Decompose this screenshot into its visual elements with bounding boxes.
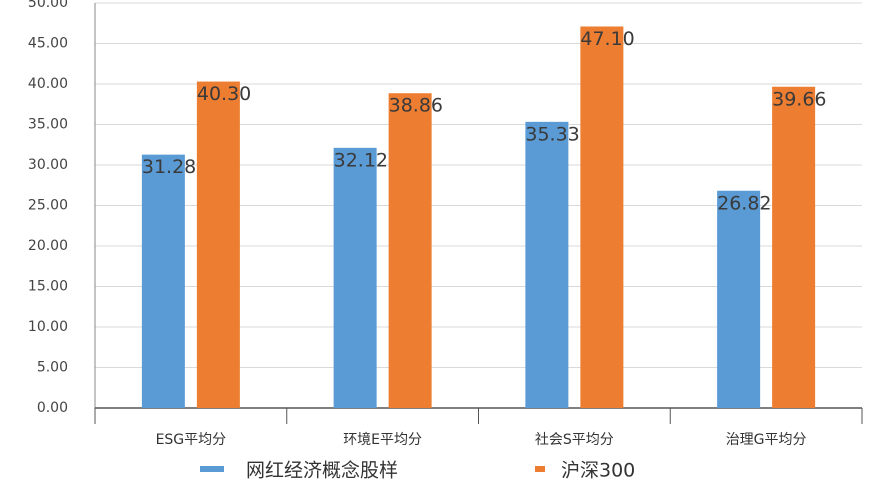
data-label: 38.86 bbox=[389, 95, 443, 117]
legend-label: 沪深300 bbox=[561, 460, 635, 482]
data-label: 31.28 bbox=[142, 156, 196, 178]
y-tick-label: 40.00 bbox=[28, 76, 68, 92]
data-label: 47.10 bbox=[580, 28, 634, 50]
y-tick-label: 15.00 bbox=[28, 279, 68, 295]
y-tick-label: 10.00 bbox=[28, 319, 68, 335]
data-label: 40.30 bbox=[197, 83, 251, 105]
data-label: 26.82 bbox=[717, 192, 771, 214]
bar bbox=[717, 190, 761, 408]
x-tick-label: 治理G平均分 bbox=[726, 432, 807, 448]
x-tick-label: 社会S平均分 bbox=[535, 432, 614, 448]
bar bbox=[525, 121, 569, 409]
legend-swatch bbox=[535, 466, 545, 472]
x-tick-label: ESG平均分 bbox=[156, 432, 227, 448]
y-tick-label: 5.00 bbox=[37, 360, 68, 376]
y-tick-label: 35.00 bbox=[28, 117, 68, 133]
legend-swatch bbox=[200, 466, 224, 472]
y-tick-label: 45.00 bbox=[28, 36, 68, 52]
y-tick-label: 0.00 bbox=[37, 400, 68, 416]
y-tick-label: 50.00 bbox=[28, 0, 68, 11]
data-label: 35.33 bbox=[525, 123, 579, 145]
y-tick-label: 20.00 bbox=[28, 238, 68, 254]
bar bbox=[196, 81, 240, 408]
data-label: 32.12 bbox=[334, 149, 388, 171]
bar bbox=[580, 26, 624, 409]
y-tick-label: 25.00 bbox=[28, 198, 68, 214]
bar bbox=[772, 86, 816, 408]
y-tick-label: 30.00 bbox=[28, 157, 68, 173]
bar bbox=[141, 154, 185, 408]
legend-label: 网红经济概念股样 bbox=[246, 459, 398, 482]
data-label: 39.66 bbox=[772, 88, 826, 110]
bar bbox=[333, 147, 377, 408]
bar bbox=[388, 93, 432, 408]
x-tick-label: 环境E平均分 bbox=[343, 432, 422, 448]
